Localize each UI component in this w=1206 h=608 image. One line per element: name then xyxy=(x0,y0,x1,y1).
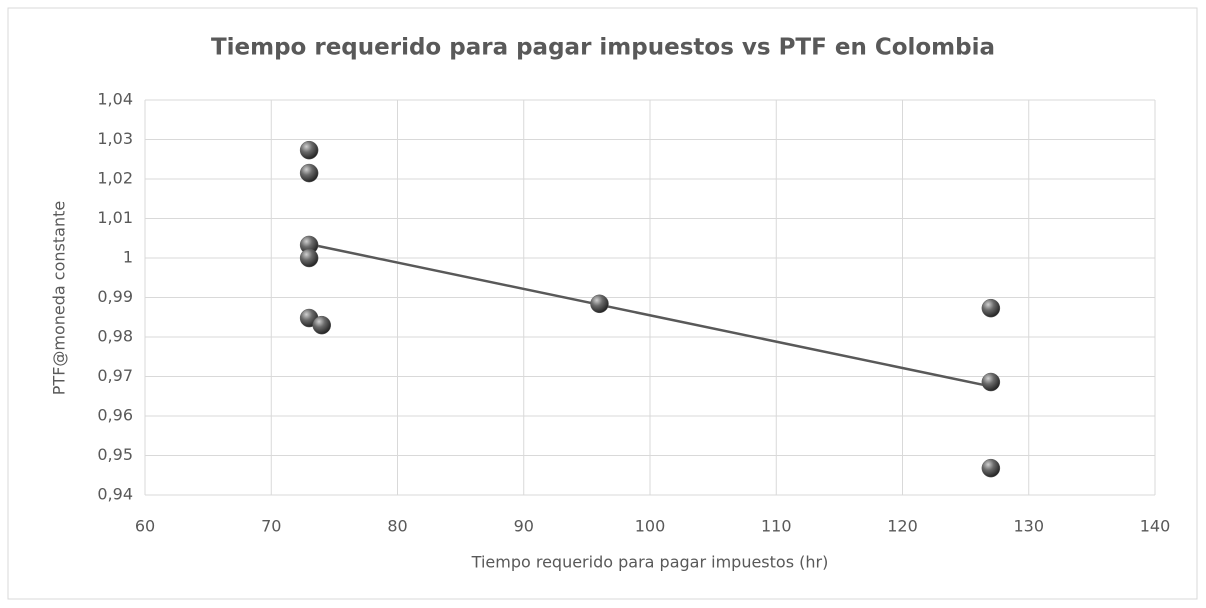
y-tick-label: 1,02 xyxy=(97,169,133,188)
y-tick-label: 0,98 xyxy=(97,327,133,346)
point xyxy=(981,298,1001,318)
y-tick-label: 1 xyxy=(123,248,133,267)
point xyxy=(981,458,1001,478)
trendline xyxy=(308,242,992,388)
point xyxy=(299,140,319,160)
y-tick-label: 0,95 xyxy=(97,445,133,464)
x-tick-label: 70 xyxy=(261,517,281,536)
y-axis-label: PTF@moneda constante xyxy=(50,201,69,395)
x-tick-label: 100 xyxy=(635,517,666,536)
y-tick-label: 1,03 xyxy=(97,129,133,148)
x-tick-label: 120 xyxy=(887,517,918,536)
x-tick-label: 80 xyxy=(387,517,407,536)
y-tick-label: 1,01 xyxy=(97,208,133,227)
x-tick-label: 90 xyxy=(514,517,534,536)
point xyxy=(299,248,319,268)
chart-title: Tiempo requerido para pagar impuestos vs… xyxy=(211,35,995,61)
point xyxy=(299,163,319,183)
x-tick-label: 110 xyxy=(761,517,792,536)
x-tick-label: 60 xyxy=(135,517,155,536)
point xyxy=(312,315,331,335)
x-tick-label: 140 xyxy=(1140,517,1171,536)
y-tick-label: 0,94 xyxy=(97,485,133,504)
point xyxy=(981,372,1001,392)
x-tick-label: 130 xyxy=(1013,517,1044,536)
point xyxy=(590,294,609,314)
y-tick-label: 0,99 xyxy=(97,287,133,306)
y-tick-label: 0,97 xyxy=(97,366,133,385)
y-tick-label: 1,04 xyxy=(97,90,133,109)
x-axis-label: Tiempo requerido para pagar impuestos (h… xyxy=(471,553,829,572)
y-tick-label: 0,96 xyxy=(97,406,133,425)
